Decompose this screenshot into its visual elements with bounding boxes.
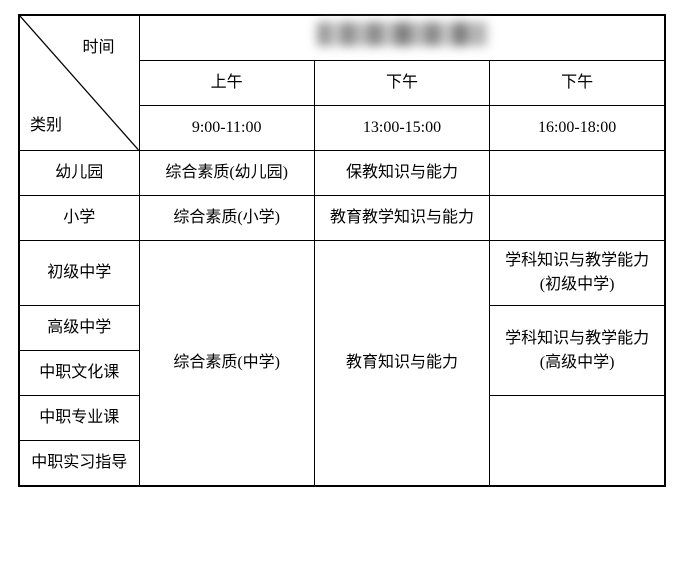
cell-middle-aft1: 教育知识与能力 xyxy=(314,241,489,487)
table-row: 小学 综合素质(小学) 教育教学知识与能力 xyxy=(19,196,665,241)
cell-junior-aft2-line1: 学科知识与教学能力 xyxy=(505,252,649,269)
category-kindergarten: 幼儿园 xyxy=(19,151,139,196)
cell-senior-aft2-line1: 学科知识与教学能力 xyxy=(505,330,649,347)
cell-voc-aft2 xyxy=(490,396,665,487)
header-time-label: 时间 xyxy=(82,36,114,60)
category-voc-major: 中职专业课 xyxy=(19,396,139,441)
cell-senior-aft2-line2: (高级中学) xyxy=(540,354,615,371)
time-afternoon-1: 13:00-15:00 xyxy=(314,106,489,151)
category-voc-culture: 中职文化课 xyxy=(19,351,139,396)
cell-junior-aft2: 学科知识与教学能力 (初级中学) xyxy=(490,241,665,306)
blurred-date-icon xyxy=(317,22,487,46)
time-afternoon-2: 16:00-18:00 xyxy=(490,106,665,151)
category-primary: 小学 xyxy=(19,196,139,241)
cell-kinder-aft1: 保教知识与能力 xyxy=(314,151,489,196)
time-morning: 9:00-11:00 xyxy=(139,106,314,151)
cell-primary-aft2 xyxy=(490,196,665,241)
category-voc-intern: 中职实习指导 xyxy=(19,441,139,487)
cell-middle-morning: 综合素质(中学) xyxy=(139,241,314,487)
table-row: 初级中学 综合素质(中学) 教育知识与能力 学科知识与教学能力 (初级中学) xyxy=(19,241,665,306)
cell-senior-aft2: 学科知识与教学能力 (高级中学) xyxy=(490,306,665,396)
schedule-table: 时间 类别 上午 下午 下午 9:00-11:00 13:00-15:00 16… xyxy=(18,14,666,487)
category-junior-middle: 初级中学 xyxy=(19,241,139,306)
header-category-label: 类别 xyxy=(30,114,62,138)
cell-junior-aft2-line2: (初级中学) xyxy=(540,276,615,293)
table-row: 时间 类别 xyxy=(19,15,665,61)
category-senior-middle: 高级中学 xyxy=(19,306,139,351)
cell-kinder-aft2 xyxy=(490,151,665,196)
session-afternoon-1: 下午 xyxy=(314,61,489,106)
date-banner-cell xyxy=(139,15,665,61)
session-afternoon-2: 下午 xyxy=(490,61,665,106)
cell-primary-morning: 综合素质(小学) xyxy=(139,196,314,241)
cell-kinder-morning: 综合素质(幼儿园) xyxy=(139,151,314,196)
cell-primary-aft1: 教育教学知识与能力 xyxy=(314,196,489,241)
diagonal-header-cell: 时间 类别 xyxy=(19,15,139,151)
session-morning: 上午 xyxy=(139,61,314,106)
table-row: 幼儿园 综合素质(幼儿园) 保教知识与能力 xyxy=(19,151,665,196)
page: 时间 类别 上午 下午 下午 9:00-11:00 13:00-15:00 16… xyxy=(0,0,684,563)
